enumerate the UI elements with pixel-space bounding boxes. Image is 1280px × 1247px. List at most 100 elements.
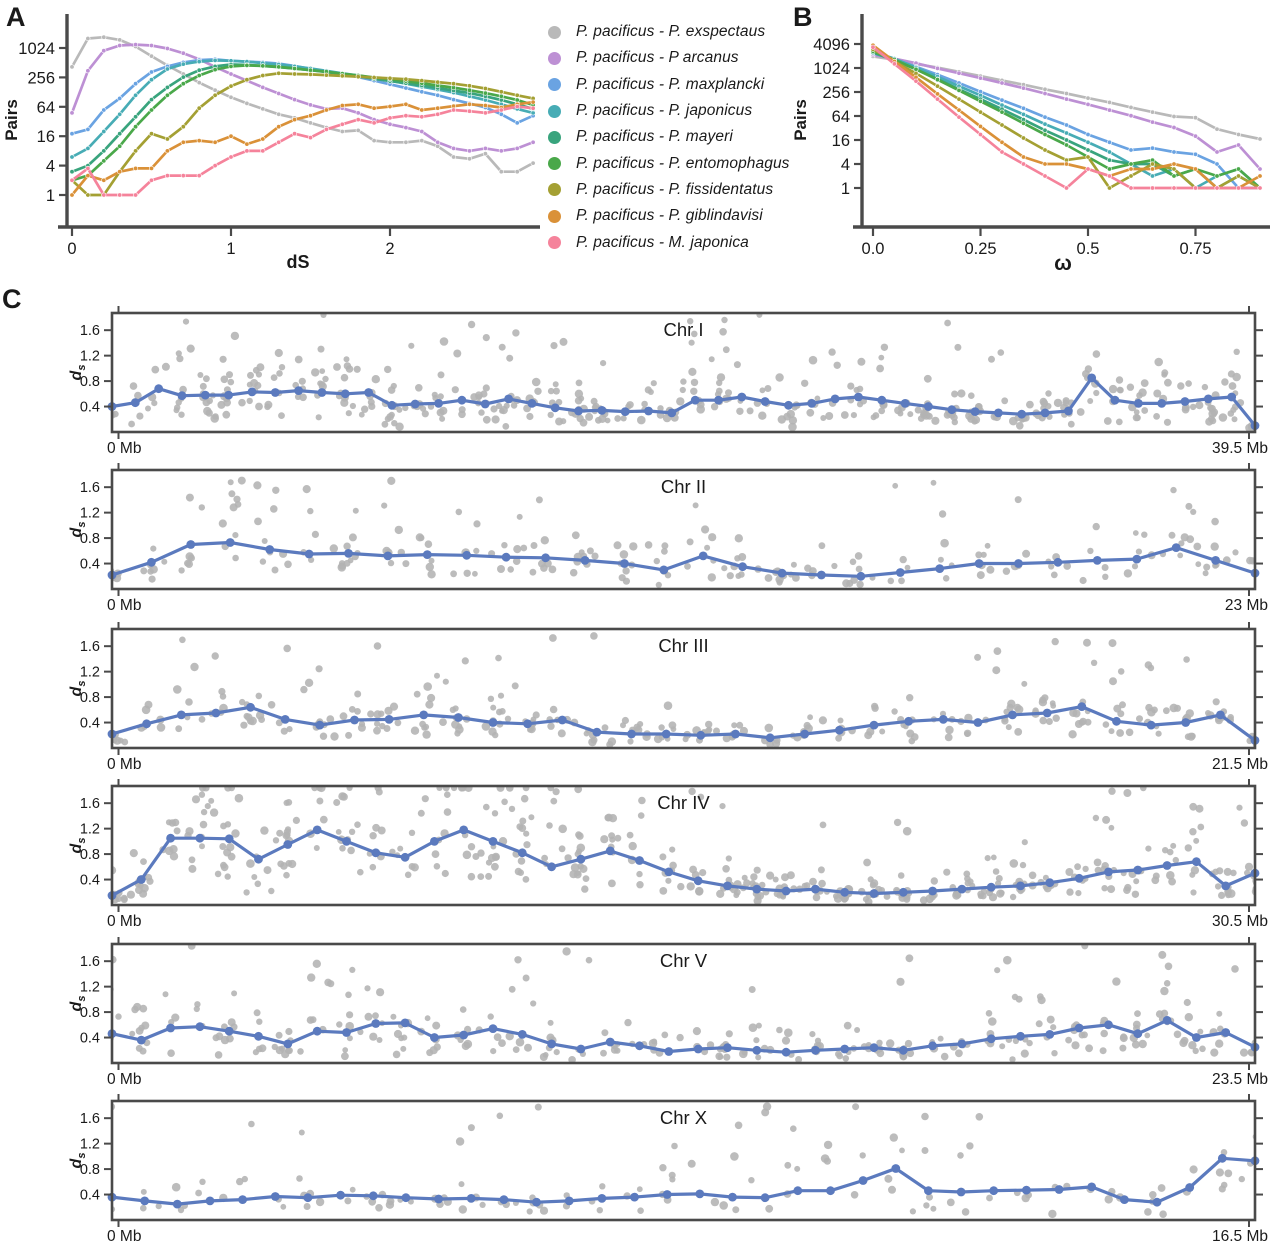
legend-item-label: P. pacificus - P. japonicus [576, 102, 753, 120]
svg-text:1.2: 1.2 [80, 1137, 100, 1153]
svg-text:2: 2 [385, 240, 394, 258]
legend-dot-icon [548, 157, 561, 171]
svg-text:23.5 Mb: 23.5 Mb [1212, 1071, 1268, 1088]
svg-text:1.2: 1.2 [80, 349, 100, 365]
svg-text:16: 16 [37, 128, 55, 146]
svg-text:64: 64 [37, 99, 55, 117]
svg-text:0.8: 0.8 [80, 1162, 100, 1178]
legend-item-label: P. pacificus - P. giblindavisi [576, 207, 763, 225]
svg-text:0 Mb: 0 Mb [107, 597, 141, 614]
legend-dot-icon [548, 104, 561, 118]
svg-text:0 Mb: 0 Mb [107, 1228, 141, 1245]
legend-item: P. pacificus - P. fissidentatus [548, 177, 790, 203]
panel-b-label: B [793, 2, 813, 32]
svg-text:Chr II: Chr II [661, 476, 706, 497]
svg-text:Chr IV: Chr IV [657, 792, 710, 813]
svg-text:ω: ω [1054, 252, 1072, 275]
svg-text:0.4: 0.4 [80, 873, 100, 889]
svg-text:ds: ds [68, 996, 88, 1012]
legend-dot-icon [548, 183, 561, 197]
svg-text:0.4: 0.4 [80, 716, 100, 732]
legend-dot-icon [548, 130, 561, 144]
svg-text:Pairs: Pairs [2, 99, 21, 141]
svg-text:1.2: 1.2 [80, 980, 100, 996]
svg-text:1.2: 1.2 [80, 506, 100, 522]
legend-item-label: P. pacificus - P. mayeri [576, 128, 733, 146]
svg-text:0.4: 0.4 [80, 557, 100, 573]
svg-text:1: 1 [226, 240, 235, 258]
legend-dot-icon [548, 78, 561, 92]
svg-text:1.6: 1.6 [80, 796, 100, 812]
legend-item: P. pacificus - M. japonica [548, 229, 790, 255]
svg-text:256: 256 [822, 84, 850, 102]
svg-text:0 Mb: 0 Mb [107, 913, 141, 930]
legend-item: P. pacificus - P. maxplancki [548, 72, 790, 98]
svg-text:1.6: 1.6 [80, 954, 100, 970]
svg-text:16: 16 [832, 132, 850, 150]
svg-text:0 Mb: 0 Mb [107, 756, 141, 773]
svg-text:dS: dS [286, 252, 309, 272]
panel-c-label: C [2, 284, 22, 314]
legend-item-label: P. pacificus - M. japonica [576, 233, 749, 251]
svg-text:4: 4 [841, 156, 850, 174]
legend-item-label: P. pacificus - P. maxplancki [576, 75, 765, 93]
svg-text:1.2: 1.2 [80, 822, 100, 838]
svg-text:ds: ds [68, 365, 88, 381]
svg-text:4: 4 [46, 158, 55, 176]
legend-item: P. pacificus - P. exspectaus [548, 19, 790, 45]
svg-text:ds: ds [68, 681, 88, 697]
svg-text:0.8: 0.8 [80, 531, 100, 547]
legend-dot-icon [548, 51, 561, 65]
svg-text:1024: 1024 [18, 40, 55, 58]
legend-item: P. pacificus - P. giblindavisi [548, 203, 790, 229]
svg-text:1024: 1024 [813, 60, 850, 78]
svg-text:1.6: 1.6 [80, 323, 100, 339]
svg-text:64: 64 [832, 108, 850, 126]
legend-item-label: P. pacificus - P arcanus [576, 49, 739, 67]
svg-text:0 Mb: 0 Mb [107, 440, 141, 457]
legend-item: P. pacificus - P arcanus [548, 45, 790, 71]
svg-text:1: 1 [841, 180, 850, 198]
svg-text:0.4: 0.4 [80, 400, 100, 416]
svg-text:ds: ds [68, 838, 88, 854]
svg-text:Chr I: Chr I [663, 319, 703, 340]
svg-text:Chr X: Chr X [660, 1107, 707, 1128]
svg-text:1.6: 1.6 [80, 480, 100, 496]
legend-item: P. pacificus - P. entomophagus [548, 150, 790, 176]
svg-text:16.5 Mb: 16.5 Mb [1212, 1228, 1268, 1245]
svg-text:0.25: 0.25 [964, 240, 996, 258]
svg-text:ds: ds [68, 522, 88, 538]
legend-dot-icon [548, 236, 561, 250]
svg-text:0.8: 0.8 [80, 847, 100, 863]
legend-item-label: P. pacificus - P. entomophagus [576, 154, 790, 172]
legend-item-label: P. pacificus - P. exspectaus [576, 23, 766, 41]
svg-text:Chr III: Chr III [658, 635, 708, 656]
svg-text:1: 1 [46, 187, 55, 205]
legend-dot-icon [548, 25, 561, 39]
svg-text:0.8: 0.8 [80, 374, 100, 390]
svg-text:Pairs: Pairs [791, 99, 810, 141]
svg-text:0.75: 0.75 [1179, 240, 1211, 258]
svg-text:0.0: 0.0 [862, 240, 885, 258]
svg-text:1.6: 1.6 [80, 1111, 100, 1127]
svg-text:4096: 4096 [813, 36, 850, 54]
svg-text:Chr V: Chr V [660, 950, 708, 971]
legend: P. pacificus - P. exspectaus P. pacificu… [548, 19, 790, 256]
svg-text:21.5 Mb: 21.5 Mb [1212, 756, 1268, 773]
panel-a-label: A [6, 2, 26, 32]
legend-item-label: P. pacificus - P. fissidentatus [576, 180, 774, 198]
svg-text:0.8: 0.8 [80, 690, 100, 706]
svg-text:0.8: 0.8 [80, 1005, 100, 1021]
svg-text:0.4: 0.4 [80, 1031, 100, 1047]
svg-text:0 Mb: 0 Mb [107, 1071, 141, 1088]
svg-text:1.6: 1.6 [80, 639, 100, 655]
svg-text:30.5 Mb: 30.5 Mb [1212, 913, 1268, 930]
svg-text:0.5: 0.5 [1077, 240, 1100, 258]
svg-text:23 Mb: 23 Mb [1225, 597, 1268, 614]
svg-text:0: 0 [67, 240, 76, 258]
legend-item: P. pacificus - P. japonicus [548, 98, 790, 124]
legend-dot-icon [548, 209, 561, 223]
svg-text:39.5 Mb: 39.5 Mb [1212, 440, 1268, 457]
